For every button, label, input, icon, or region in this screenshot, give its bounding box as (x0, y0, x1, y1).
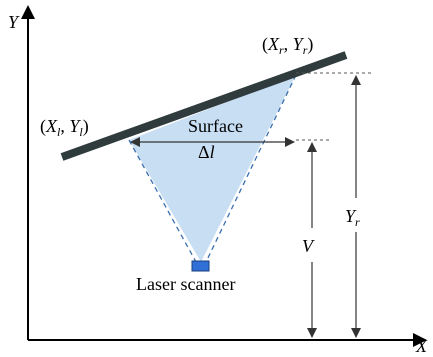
surface-label: Surface (188, 116, 243, 136)
y-axis-label: Y (8, 12, 20, 32)
v-label: V (302, 236, 315, 256)
laser-scanner-box (191, 260, 210, 272)
delta-symbol: Δ (198, 142, 210, 162)
left-point-label: (Xl, Yl) (40, 116, 89, 139)
delta-l-label: Δl (198, 142, 215, 162)
beam-right-edge (205, 74, 297, 263)
yr-label: Yr (345, 206, 360, 229)
surface-bar (60, 51, 348, 161)
x-axis-label: X (415, 336, 428, 356)
scan-area (129, 75, 296, 262)
laser-scanner-label: Laser scanner (136, 274, 235, 294)
delta-l-var: l (210, 142, 215, 162)
right-point-label: (Xr, Yr) (262, 34, 313, 57)
